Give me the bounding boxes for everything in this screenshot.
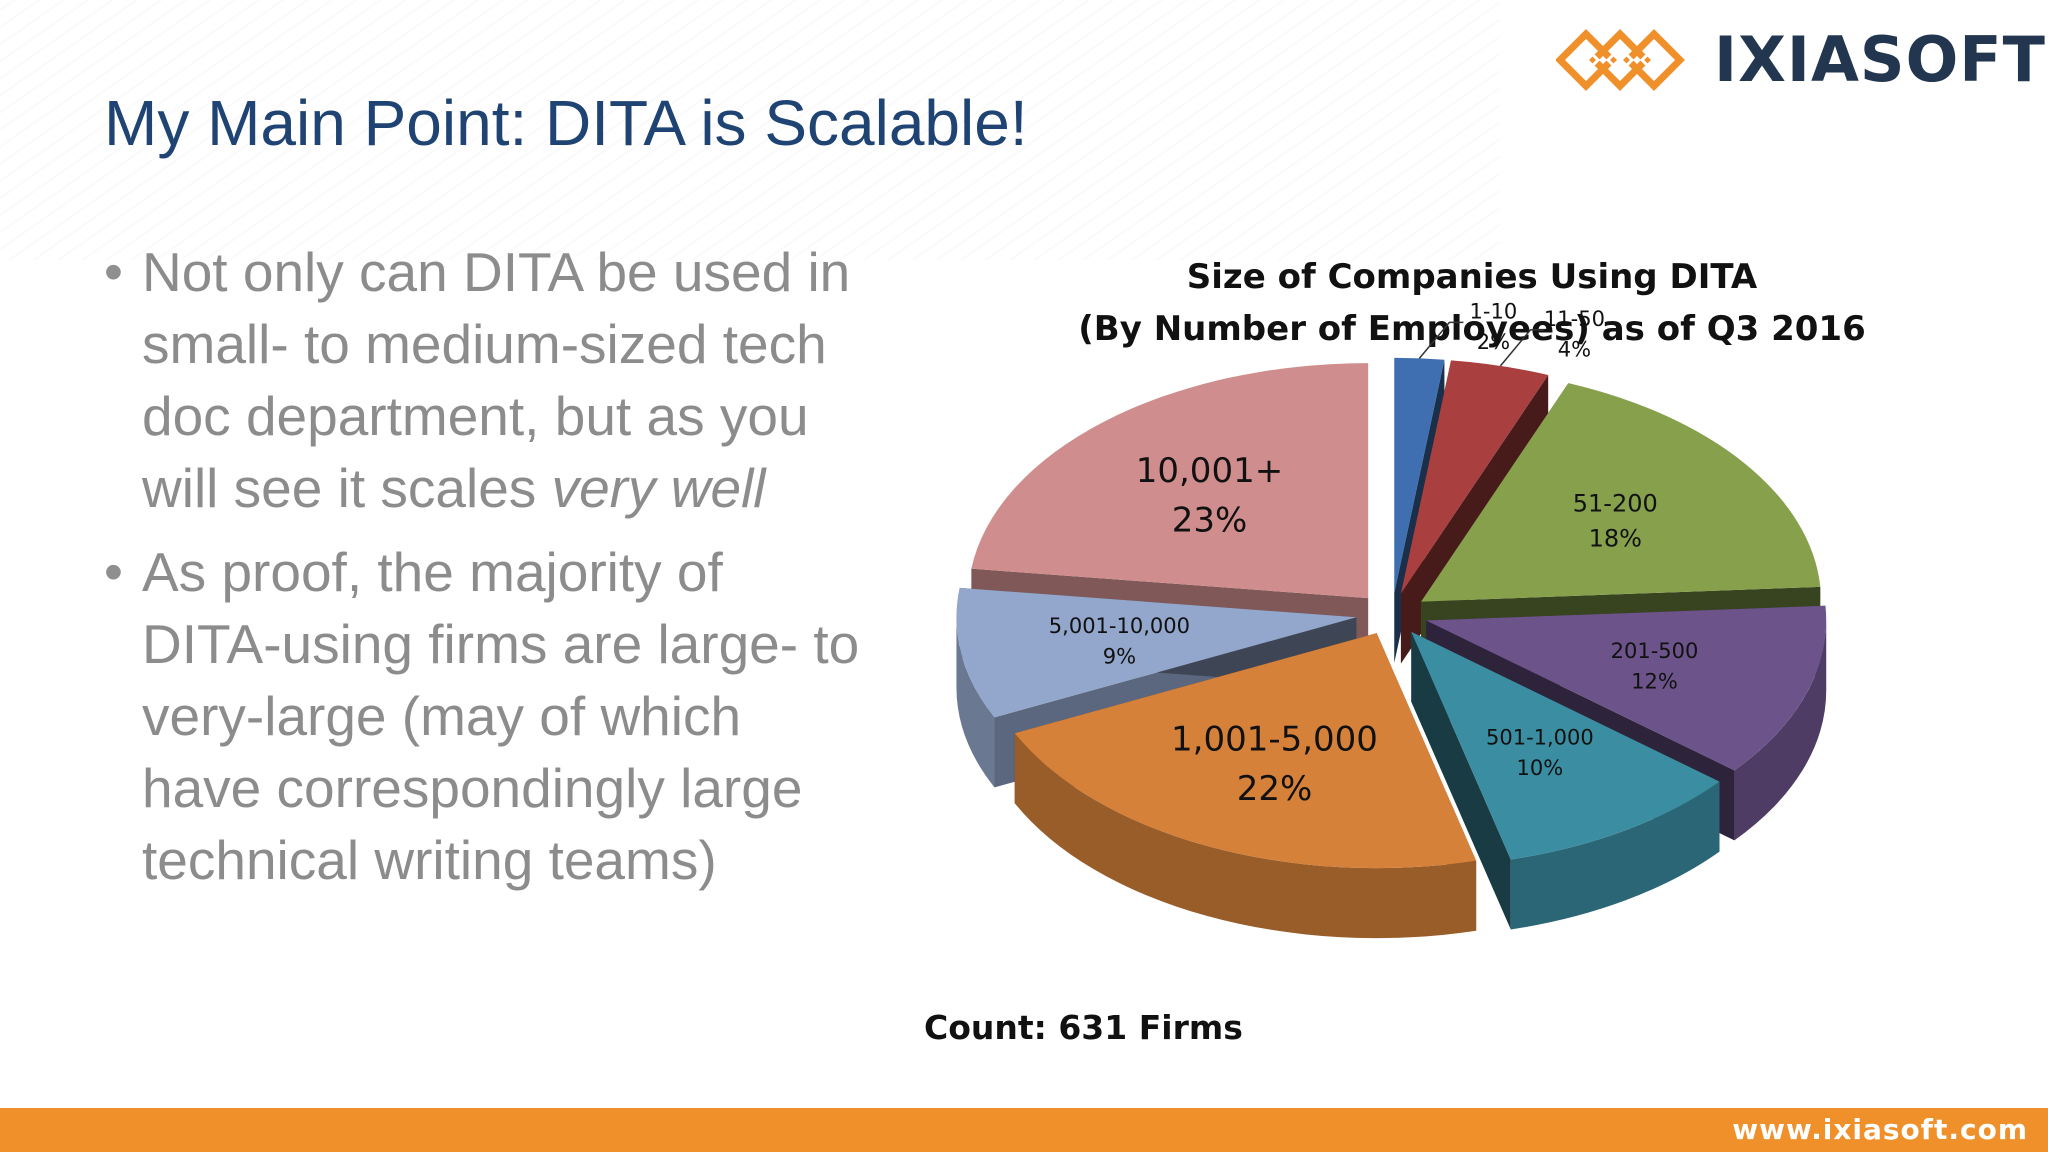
pie-label-1-10: 1-10: [1470, 299, 1518, 323]
ixiasoft-diamond-mark-icon: [1556, 29, 1685, 91]
pie-slice-top-5-001-10-000: [956, 587, 1357, 718]
pie-label-201-500: 201-500: [1611, 639, 1699, 663]
pie-slice-top-11-50: [1400, 360, 1549, 594]
ixiasoft-logo: IXIASOFT: [1556, 26, 2045, 94]
pie-label-10-001: 10,001+: [1136, 451, 1283, 491]
pie-slice-top-10-001: [971, 363, 1369, 599]
slide-title: My Main Point: DITA is Scalable!: [104, 87, 1028, 159]
pie-slice-501-1-000: [1411, 631, 1720, 930]
pie-slice-wall-501-1-000: [1411, 631, 1511, 930]
pie-slices: [956, 357, 1827, 939]
pie-label-1-001-5-000: 1,001-5,000: [1171, 720, 1378, 760]
bullet-dot-icon: •: [104, 242, 123, 302]
pie-labels: 1-10 2% 11-50 4% 51-200 18% 201-500 12% 501-1,00…: [1049, 299, 1699, 808]
pie-slice-top-1-001-5-000: [1014, 633, 1477, 869]
pie-slice-side-501-1-000: [1510, 781, 1720, 930]
bullet-item-2: • As proof, the majority of DITA-using f…: [104, 536, 864, 896]
pie-leader-line-11-50: [1499, 329, 1545, 367]
pie-slice-side-1-001-5-000: [1014, 733, 1477, 939]
pie-slice-1-001-5-000: [1014, 633, 1477, 939]
pie-slice-top-501-1-000: [1411, 631, 1720, 860]
pie-value-501-1-000: 10%: [1517, 756, 1564, 780]
logo-wordmark: IXIASOFT: [1714, 23, 2046, 96]
pie-value-5-001-10-000: 9%: [1103, 645, 1136, 669]
pie-value-11-50: 4%: [1558, 337, 1591, 361]
pie-slice-side-5-001-10-000: [956, 617, 995, 788]
chart-subtitle: (By Number of Employees) as of Q3 2016: [1078, 309, 1865, 349]
pie-chart-svg: Size of Companies Using DITA (By Number …: [924, 257, 1866, 1047]
footer-url: www.ixiasoft.com: [1732, 1113, 2028, 1146]
pie-slice-top-51-200: [1421, 383, 1821, 602]
pie-slice-top-201-500: [1426, 605, 1827, 771]
chart-count-note: Count: 631 Firms: [924, 1008, 1243, 1047]
bullet-text-1-emphasis: very well: [551, 457, 766, 519]
pie-value-51-200: 18%: [1589, 524, 1642, 552]
chart-title: Size of Companies Using DITA: [1187, 257, 1758, 297]
pie-value-1-10: 2%: [1477, 330, 1510, 354]
bullet-text-1: Not only can DITA be used in small- to m…: [142, 236, 864, 524]
pie-slice-side-201-500: [1734, 620, 1827, 841]
company-size-chart: Size of Companies Using DITA (By Number …: [860, 244, 2048, 1064]
pie-label-51-200: 51-200: [1573, 489, 1658, 517]
pie-value-201-500: 12%: [1631, 669, 1678, 693]
pie-label-501-1-000: 501-1,000: [1486, 726, 1594, 750]
pie-label-5-001-10-000: 5,001-10,000: [1049, 614, 1190, 638]
pie-value-10-001: 23%: [1172, 500, 1248, 540]
bullet-text-2-body: As proof, the majority of DITA-using fir…: [142, 541, 860, 891]
bullet-text-1-body: Not only can DITA be used in small- to m…: [142, 241, 851, 519]
pie-label-11-50: 11-50: [1544, 307, 1605, 331]
footer-bar: www.ixiasoft.com: [0, 1108, 2048, 1152]
pie-value-1-001-5-000: 22%: [1237, 769, 1313, 809]
bullet-dot-icon: •: [104, 542, 123, 602]
bullet-list: • Not only can DITA be used in small- to…: [104, 236, 864, 908]
bullet-text-2: As proof, the majority of DITA-using fir…: [142, 536, 864, 896]
bullet-item-1: • Not only can DITA be used in small- to…: [104, 236, 864, 524]
pie-leader-line-1-10: [1418, 321, 1464, 359]
pie-slice-top-1-10: [1394, 357, 1445, 593]
